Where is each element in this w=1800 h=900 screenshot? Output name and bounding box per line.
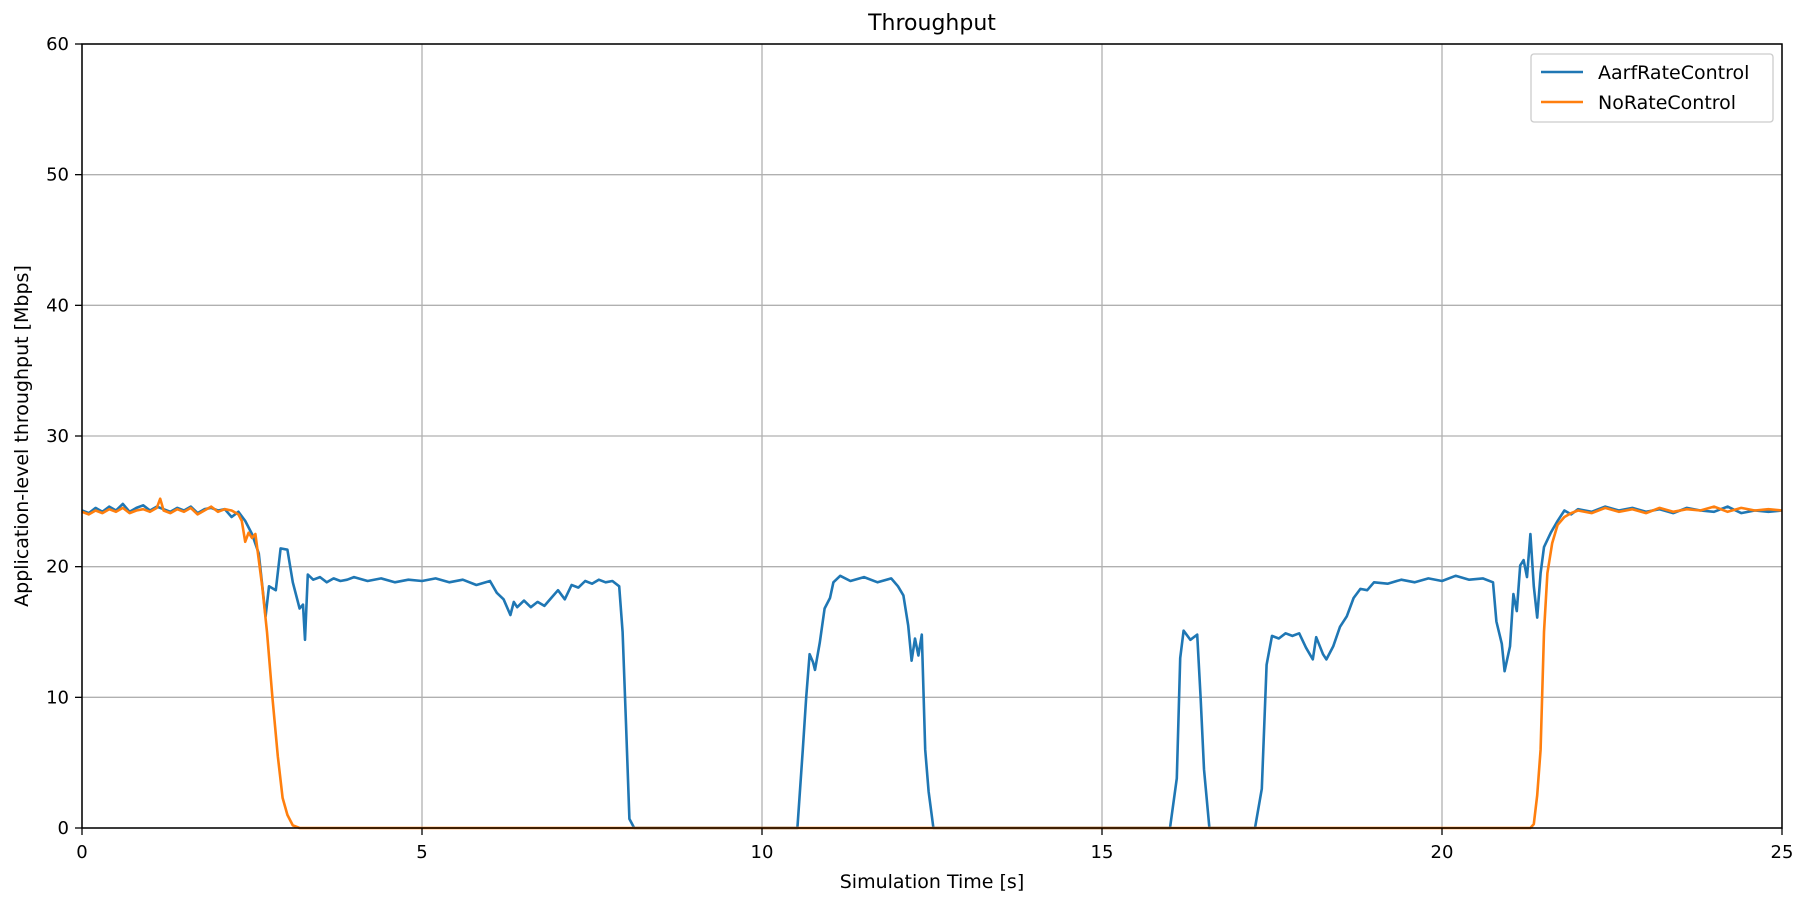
y-axis-label: Application-level throughput [Mbps] bbox=[11, 265, 33, 607]
x-axis-label: Simulation Time [s] bbox=[840, 871, 1025, 893]
legend-label: NoRateControl bbox=[1598, 92, 1736, 114]
y-axis-ticks: 0 10 20 30 40 50 60 bbox=[46, 34, 82, 839]
x-tick-label: 25 bbox=[1771, 842, 1794, 863]
x-tick-label: 20 bbox=[1431, 842, 1454, 863]
x-tick-label: 0 bbox=[76, 842, 87, 863]
legend-box bbox=[1530, 53, 1774, 123]
y-tick-label: 20 bbox=[46, 557, 69, 578]
series-line-aarfratecontrol bbox=[81, 502, 1783, 830]
series-lines bbox=[81, 497, 1783, 830]
y-tick-label: 40 bbox=[46, 295, 69, 316]
x-tick-label: 5 bbox=[416, 842, 427, 863]
series-line-noratecontrol bbox=[81, 497, 1783, 830]
y-tick-label: 10 bbox=[46, 687, 69, 708]
y-tick-label: 30 bbox=[46, 426, 69, 447]
x-axis-ticks: 0 5 10 15 20 25 bbox=[76, 828, 1793, 863]
legend-label: AarfRateControl bbox=[1598, 62, 1749, 84]
x-tick-label: 10 bbox=[751, 842, 774, 863]
x-tick-label: 15 bbox=[1091, 842, 1114, 863]
y-tick-label: 50 bbox=[46, 165, 69, 186]
y-tick-label: 60 bbox=[46, 34, 69, 55]
legend: AarfRateControl NoRateControl bbox=[1530, 53, 1774, 123]
y-tick-label: 0 bbox=[58, 818, 69, 839]
chart-title: Throughput bbox=[867, 11, 996, 36]
